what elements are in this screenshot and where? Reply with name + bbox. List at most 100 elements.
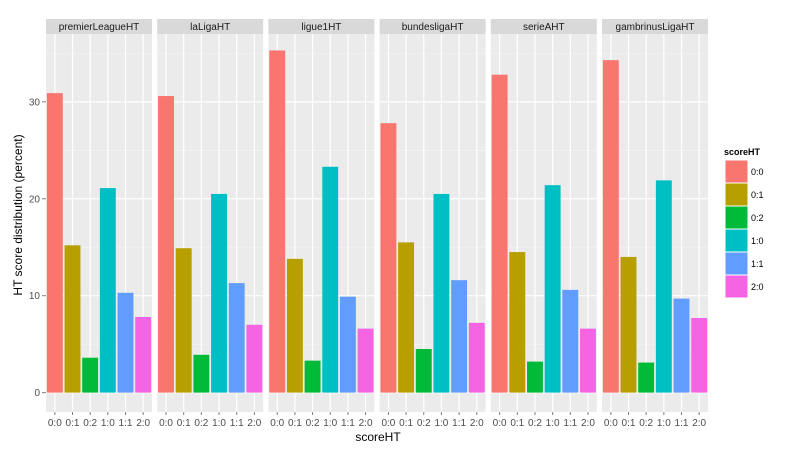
facet-strip xyxy=(157,19,264,34)
x-tick-label: 0:1 xyxy=(510,418,524,429)
bar xyxy=(580,328,596,393)
x-tick-label: 2:0 xyxy=(359,418,373,429)
legend-swatch xyxy=(725,252,748,275)
bar xyxy=(158,96,174,393)
legend-title: scoreHT xyxy=(724,147,761,157)
x-tick-label: 0:0 xyxy=(381,418,395,429)
bar xyxy=(339,296,356,393)
bar xyxy=(398,242,415,393)
legend-swatch xyxy=(725,183,748,206)
legend-label: 1:0 xyxy=(751,236,764,246)
facet-strip xyxy=(46,19,152,34)
facet-strip-label: laLigaHT xyxy=(190,22,230,33)
x-tick-label: 1:0 xyxy=(434,418,448,429)
bar xyxy=(82,357,99,393)
x-tick-label: 1:1 xyxy=(119,418,133,429)
facet-strip xyxy=(379,19,486,34)
panel-background xyxy=(379,34,486,412)
x-tick-label: 2:0 xyxy=(692,418,706,429)
panel-background xyxy=(602,34,708,412)
x-tick-label: 0:2 xyxy=(83,418,97,429)
bar xyxy=(357,328,374,393)
bar xyxy=(562,289,579,393)
bar xyxy=(509,252,526,393)
facet-panel: premierLeagueHT 0:0 0:1 0:2 1:0 1:1 2:0 xyxy=(46,19,152,429)
bar xyxy=(64,245,81,393)
facet-strip-label: bundesligaHT xyxy=(402,22,464,33)
bar xyxy=(117,292,134,393)
bar xyxy=(46,93,63,393)
bar xyxy=(433,193,450,393)
bar xyxy=(468,322,485,393)
facet-panel: serieAHT 0:0 0:1 0:2 1:0 1:1 2:0 xyxy=(490,19,597,429)
x-tick-label: 0:2 xyxy=(639,418,653,429)
bar xyxy=(175,248,192,393)
x-tick-label: 1:0 xyxy=(101,418,115,429)
x-tick-label: 0:0 xyxy=(159,418,173,429)
x-tick-label: 0:0 xyxy=(48,418,62,429)
x-tick-label: 2:0 xyxy=(247,418,261,429)
legend-label: 0:1 xyxy=(751,190,764,200)
bar xyxy=(620,256,637,393)
y-axis-title: HT score distribution (percent) xyxy=(11,134,25,295)
bar xyxy=(193,354,210,393)
x-tick-label: 1:1 xyxy=(230,418,244,429)
bar xyxy=(415,349,432,393)
legend-swatch xyxy=(725,160,748,183)
bar xyxy=(544,185,561,393)
bar xyxy=(135,317,152,393)
x-tick-label: 1:0 xyxy=(657,418,671,429)
legend-label: 0:2 xyxy=(751,213,764,223)
panel-background xyxy=(268,34,375,412)
facet-panel: ligue1HT 0:0 0:1 0:2 1:0 1:1 2:0 xyxy=(268,19,375,429)
x-tick-label: 1:1 xyxy=(452,418,466,429)
x-tick-label: 0:0 xyxy=(604,418,618,429)
legend-label: 0:0 xyxy=(751,167,764,177)
facet-panel: bundesligaHT 0:0 0:1 0:2 1:0 1:1 2:0 xyxy=(379,19,486,429)
x-tick-label: 0:1 xyxy=(399,418,413,429)
facet-strip xyxy=(602,19,708,34)
x-tick-label: 1:1 xyxy=(675,418,689,429)
x-tick-label: 1:0 xyxy=(212,418,226,429)
facet-panel: gambrinusLigaHT 0:0 0:1 0:2 1:0 1:1 2:0 xyxy=(602,19,708,429)
legend-label: 1:1 xyxy=(751,259,764,269)
facet-strip-label: premierLeagueHT xyxy=(59,22,140,33)
x-axis-title: scoreHT xyxy=(355,430,401,444)
x-tick-label: 0:2 xyxy=(417,418,431,429)
bar xyxy=(286,258,303,393)
bar xyxy=(527,361,543,393)
facet-strip xyxy=(490,19,597,34)
x-tick-label: 1:1 xyxy=(563,418,577,429)
x-tick-label: 0:1 xyxy=(66,418,80,429)
x-tick-label: 1:0 xyxy=(323,418,337,429)
x-tick-label: 0:1 xyxy=(622,418,636,429)
bar xyxy=(228,283,245,393)
legend-label: 2:0 xyxy=(751,282,764,292)
x-tick-label: 2:0 xyxy=(581,418,595,429)
x-tick-label: 0:2 xyxy=(306,418,320,429)
facet-strip xyxy=(268,19,375,34)
y-tick-label: 0 xyxy=(34,388,40,399)
panel-background xyxy=(46,34,152,412)
x-tick-label: 1:0 xyxy=(546,418,560,429)
facet-panel: laLigaHT 0:0 0:1 0:2 1:0 1:1 2:0 xyxy=(157,19,264,429)
bar xyxy=(655,180,672,393)
legend-swatch xyxy=(725,229,748,252)
panel-background xyxy=(157,34,264,412)
x-tick-label: 1:1 xyxy=(341,418,355,429)
x-tick-label: 2:0 xyxy=(470,418,484,429)
bar xyxy=(304,360,321,393)
y-axis: 0 10 20 30 xyxy=(29,97,46,399)
bar xyxy=(491,74,508,393)
bar xyxy=(602,60,619,393)
x-tick-label: 0:1 xyxy=(288,418,302,429)
bar xyxy=(99,188,116,393)
y-tick-label: 30 xyxy=(29,97,41,108)
bar xyxy=(673,298,690,393)
x-tick-label: 0:0 xyxy=(270,418,284,429)
facet-strip-label: serieAHT xyxy=(523,22,565,33)
facet-strip-label: ligue1HT xyxy=(301,22,341,33)
legend-swatch xyxy=(725,206,748,229)
panel-background xyxy=(490,34,597,412)
